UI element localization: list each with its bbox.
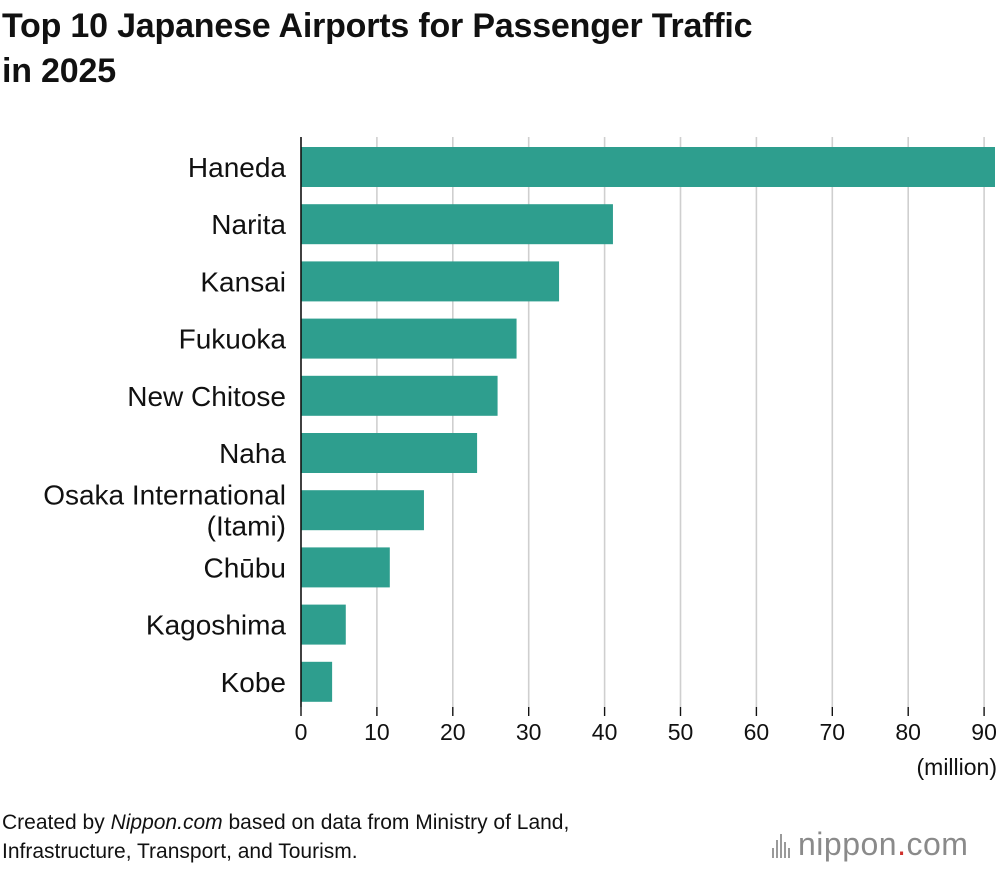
bar (301, 375, 498, 416)
bar (301, 490, 424, 531)
x-tick-label: 0 (295, 719, 308, 745)
bar (301, 661, 333, 702)
nippon-logo: nippon.com (772, 826, 968, 863)
chart-title-line-2: in 2025 (2, 52, 116, 90)
bar (301, 147, 995, 187)
chart-title: Top 10 Japanese Airports for Passenger T… (2, 4, 992, 94)
x-tick-label: 70 (820, 719, 846, 745)
category-label: Osaka International (Itami) (43, 480, 286, 542)
x-tick-label: 30 (516, 719, 542, 745)
x-tick-label: 10 (364, 719, 390, 745)
source-line-2: Infrastructure, Transport, and Tourism. (2, 840, 358, 863)
source-site: Nippon.com (110, 811, 223, 834)
logo-tld: com (906, 826, 969, 862)
x-tick-label: 20 (440, 719, 466, 745)
category-label: Naha (219, 438, 286, 469)
source-line-1-rest: based on data from Ministry of Land, (222, 811, 570, 834)
bar-chart: Haneda Narita Kansai Fukuoka New Chitose Naha… (43, 137, 998, 780)
category-label: Kansai (200, 266, 286, 297)
logo-dot: . (897, 826, 907, 862)
logo-main: nippon (798, 826, 898, 862)
category-label: Kagoshima (146, 610, 287, 641)
x-tick-label: 50 (668, 719, 694, 745)
category-label: Chūbu (203, 552, 286, 583)
chart-title-line-1: Top 10 Japanese Airports for Passenger T… (2, 7, 753, 45)
x-tick-label: 40 (592, 719, 618, 745)
category-label: Haneda (188, 152, 287, 183)
bar (301, 604, 346, 645)
category-label: New Chitose (127, 381, 286, 412)
x-tick-label: 60 (744, 719, 770, 745)
x-tick-label: 80 (895, 719, 921, 745)
x-tick-label: 90 (971, 719, 997, 745)
category-label: Kobe (221, 667, 286, 698)
bar (301, 318, 517, 359)
bar (301, 204, 613, 245)
bar (301, 261, 560, 302)
bar (301, 547, 390, 588)
logo-wordmark: nippon.com (798, 826, 968, 863)
bar (301, 433, 478, 473)
category-label: Fukuoka (179, 324, 287, 355)
logo-bars-icon (772, 832, 790, 858)
source-note: Created by Nippon.com based on data from… (2, 808, 569, 866)
category-label: Narita (211, 209, 286, 240)
source-prefix: Created by (2, 811, 111, 834)
x-axis-unit: (million) (917, 754, 998, 780)
